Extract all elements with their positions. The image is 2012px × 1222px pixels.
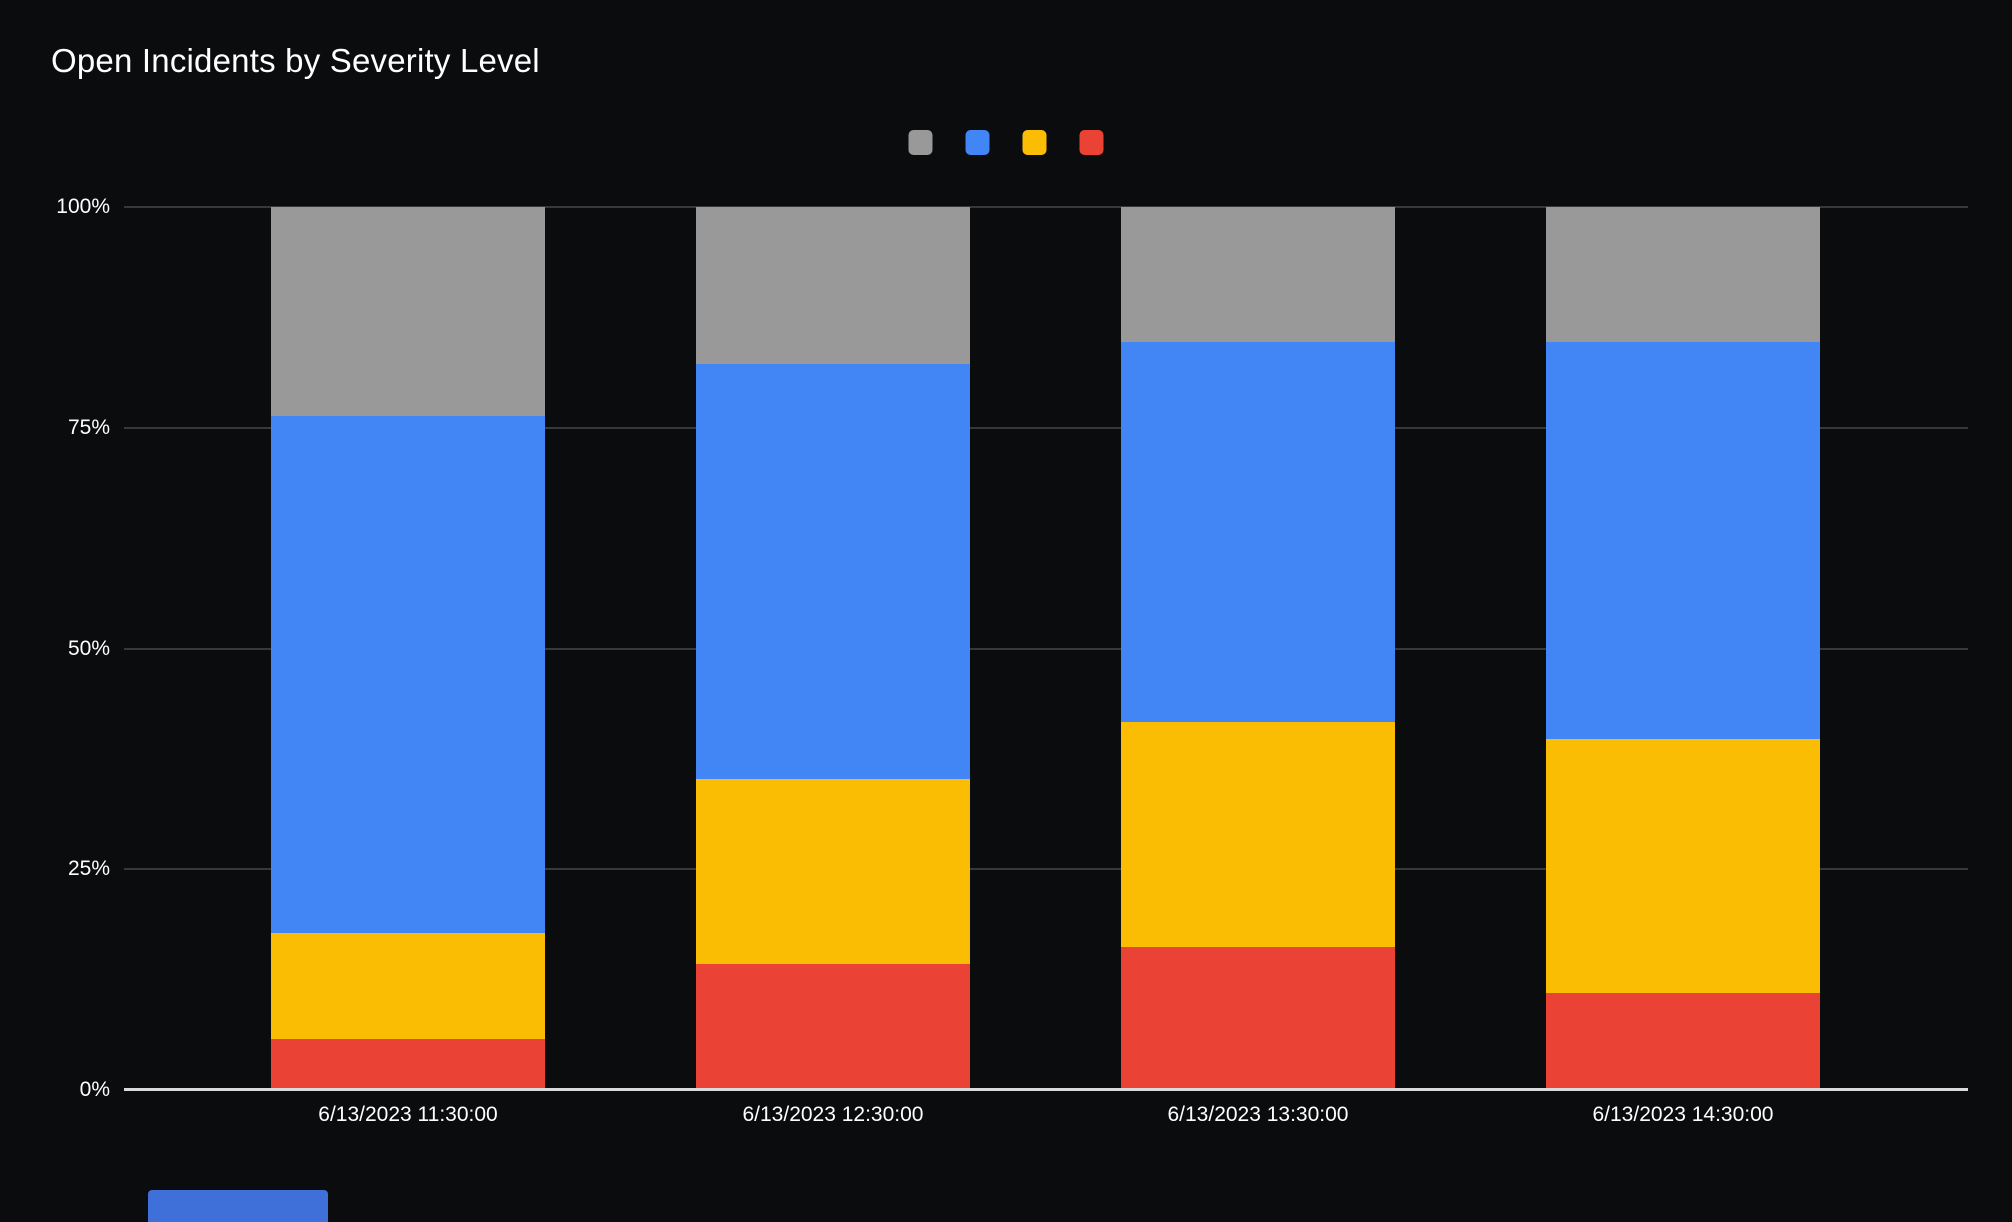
y-tick-label-0%: 0% [79,1078,110,1101]
bar-segment-red[interactable] [1121,946,1395,1090]
x-tick-label: 6/13/2023 12:30:00 [742,1103,924,1126]
y-tick-label-50%: 50% [67,636,110,660]
bar-segment-yellow[interactable] [1546,738,1820,993]
blue-severity-swatch[interactable] [965,130,990,155]
bar-segment-blue[interactable] [696,364,970,780]
bar-segment-gray[interactable] [1121,207,1395,343]
bar-segment-yellow[interactable] [1121,721,1395,947]
y-tick-label-25%: 25% [67,857,110,881]
gridline-25% [124,868,1968,871]
bar-segment-blue[interactable] [1546,342,1820,739]
bar-segment-red[interactable] [1546,992,1820,1090]
chart-title: Open Incidents by Severity Level [51,42,540,79]
red-severity-swatch[interactable] [1079,130,1104,155]
stacked-bar-3 [1121,207,1395,1090]
bar-segment-red[interactable] [271,1038,545,1090]
x-tick-label: 6/13/2023 14:30:00 [1592,1103,1774,1126]
gridline-100% [124,206,1968,208]
gridline-75% [124,426,1968,429]
bar-segment-yellow[interactable] [271,932,545,1039]
bottom-left-blue-bar [148,1190,328,1222]
bar-segment-gray[interactable] [696,207,970,365]
x-axis: 6/13/2023 11:30:00 6/13/2023 12:30:00 6/13… [271,1103,1820,1127]
bar-segment-gray[interactable] [1546,207,1820,343]
x-tick-label: 6/13/2023 13:30:00 [1167,1103,1349,1126]
y-tick-label-75%: 75% [67,415,110,439]
stacked-bar-2 [696,207,970,1090]
yellow-severity-swatch[interactable] [1022,130,1047,155]
gray-severity-swatch[interactable] [908,130,933,155]
bar-segment-yellow[interactable] [696,779,970,964]
y-axis: 0% 25% 50% 75% 100% [0,195,110,1101]
bar-segment-gray[interactable] [271,207,545,417]
chart-legend [908,130,1104,155]
plot-area [124,206,1968,1091]
x-tick-label: 6/13/2023 11:30:00 [318,1103,498,1126]
stacked-bar-1 [271,207,545,1090]
bar-segment-blue[interactable] [1121,342,1395,722]
bar-segment-blue[interactable] [271,416,545,933]
stacked-bar-4 [1546,207,1820,1090]
bar-segment-red[interactable] [696,963,970,1090]
x-axis-line [124,1088,1968,1091]
bars-area [271,207,1820,1090]
gridline-50% [124,647,1968,650]
y-tick-label-100%: 100% [56,195,110,218]
